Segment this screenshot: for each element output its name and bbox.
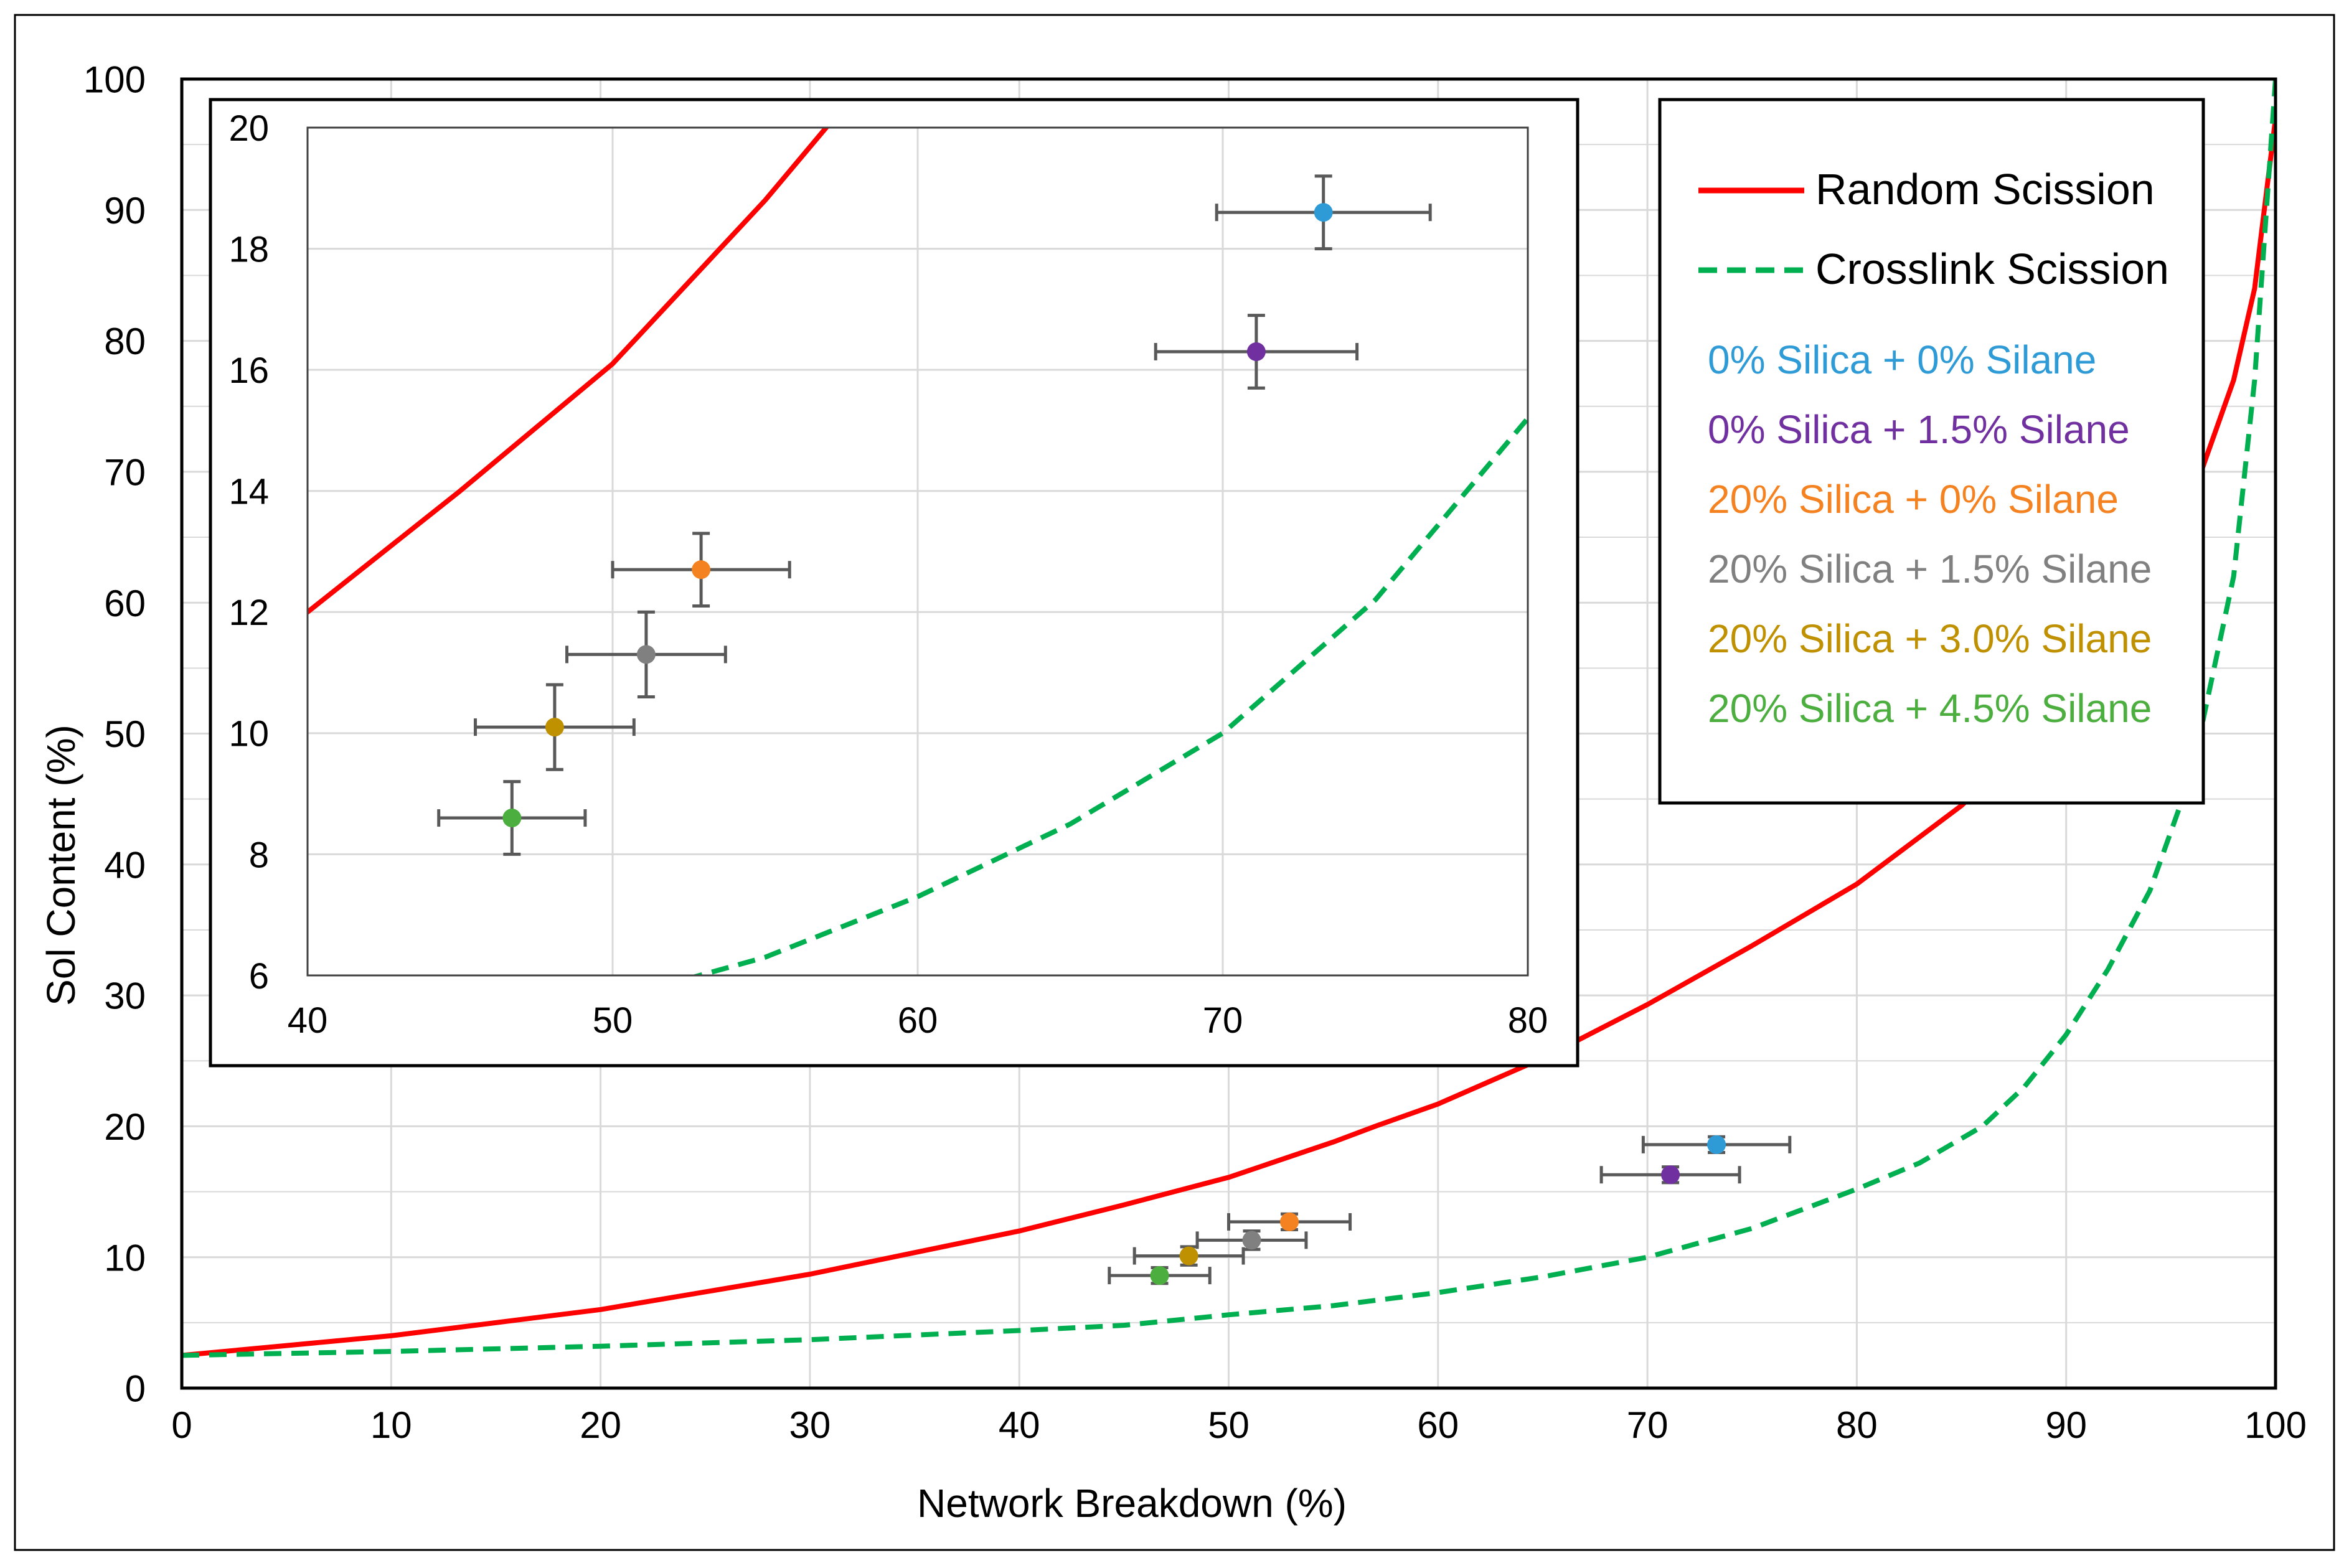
inset-marker (692, 560, 711, 580)
main-y-tick-label: 0 (125, 1368, 146, 1410)
main-x-tick-label: 30 (789, 1404, 831, 1446)
inset-x-tick-label: 40 (288, 1000, 328, 1041)
legend-random-scission-label: Random Scission (1815, 165, 2155, 214)
main-marker (1280, 1212, 1299, 1231)
main-sample-point-3 (1195, 1229, 1308, 1251)
main-x-tick-label: 10 (370, 1404, 412, 1446)
legend-sample-label-3: 20% Silica + 1.5% Silane (1708, 547, 2152, 591)
main-y-tick-label: 10 (104, 1237, 146, 1279)
main-crosslink-scission-line (182, 79, 2276, 1358)
inset-x-tick-labels: 40 50 60 70 80 (288, 1000, 1548, 1041)
main-y-tick-label: 70 (104, 452, 146, 494)
legend-sample-label-1: 0% Silica + 1.5% Silane (1708, 407, 2130, 452)
main-sample-point-1 (1599, 1165, 1741, 1185)
main-x-tick-label: 90 (2045, 1404, 2087, 1446)
main-x-tick-label: 70 (1627, 1404, 1669, 1446)
inset-y-tick-label: 20 (228, 108, 269, 149)
figure-frame (14, 14, 2335, 1551)
main-plot-area (180, 77, 2277, 1390)
legend-sample-label-5: 20% Silica + 4.5% Silane (1708, 686, 2152, 731)
main-y-tick-label: 100 (83, 59, 146, 101)
main-sample-point-0 (1641, 1135, 1792, 1154)
legend-crosslink-scission-label: Crosslink Scission (1815, 245, 2169, 293)
legend-sample-label-4: 20% Silica + 3.0% Silane (1708, 616, 2152, 661)
inset-marker (1246, 342, 1266, 361)
main-marker (1179, 1246, 1198, 1265)
main-data-points (1108, 1135, 1792, 1285)
inset-y-tick-label: 6 (249, 956, 269, 997)
inset-data-points (437, 174, 1432, 856)
inset-y-tick-label: 10 (228, 714, 269, 754)
inset-marker (502, 809, 522, 828)
inset-x-tick-label: 70 (1203, 1000, 1243, 1041)
main-x-tick-label: 0 (171, 1404, 192, 1446)
legend-sample-label-2: 20% Silica + 0% Silane (1708, 477, 2119, 522)
inset-marker (545, 718, 564, 737)
main-y-tick-labels: 0 10 20 30 40 50 60 70 80 90 100 (83, 59, 146, 1410)
legend-box (1658, 98, 2205, 805)
main-y-tick-label: 20 (104, 1106, 146, 1148)
main-marker (1707, 1135, 1726, 1154)
legend-sample-entries: 0% Silica + 0% Silane 0% Silica + 1.5% Si… (1708, 337, 2152, 731)
main-x-tick-label: 80 (1836, 1404, 1878, 1446)
main-sample-point-2 (1227, 1212, 1352, 1232)
main-y-tick-label: 40 (104, 844, 146, 886)
inset-y-tick-label: 16 (228, 350, 269, 391)
inset-x-tick-label: 60 (898, 1000, 938, 1041)
inset-sample-point-4 (474, 683, 636, 771)
inset-y-tick-label: 12 (228, 593, 269, 633)
inset-y-tick-labels: 6 8 10 12 14 16 18 20 (228, 108, 269, 997)
inset-crosslink-scission-line (690, 414, 1528, 975)
main-x-tick-label: 50 (1208, 1404, 1250, 1446)
main-y-tick-label: 90 (104, 190, 146, 232)
main-y-axis-label: Sol Content (%) (39, 725, 83, 1006)
inset-sample-point-1 (1154, 314, 1359, 390)
inset-sample-point-3 (565, 610, 727, 698)
main-x-tick-labels: 0 10 20 30 40 50 60 70 80 90 100 (171, 1404, 2307, 1446)
main-y-tick-label: 50 (104, 713, 146, 755)
inset-plot-area (306, 126, 1529, 977)
main-sample-point-5 (1108, 1266, 1212, 1285)
inset-x-tick-label: 50 (593, 1000, 633, 1041)
main-y-tick-label: 80 (104, 321, 146, 362)
inset-sample-point-2 (611, 532, 791, 608)
main-x-tick-label: 40 (999, 1404, 1040, 1446)
main-x-tick-label: 100 (2244, 1404, 2307, 1446)
inset-sample-point-5 (437, 780, 587, 856)
inset-marker (636, 645, 656, 664)
main-x-tick-label: 20 (580, 1404, 621, 1446)
main-x-axis-label: Network Breakdown (%) (917, 1481, 1347, 1526)
inset-x-tick-label: 80 (1508, 1000, 1548, 1041)
legend-sample-label-0: 0% Silica + 0% Silane (1708, 337, 2096, 382)
inset-sample-point-0 (1215, 174, 1432, 251)
main-y-tick-label: 60 (104, 583, 146, 624)
main-y-tick-label: 30 (104, 975, 146, 1017)
main-marker (1661, 1165, 1680, 1185)
main-sample-point-4 (1132, 1245, 1245, 1267)
inset-y-tick-label: 8 (249, 835, 269, 875)
legend: Random Scission Crosslink Scission 0% Si… (1658, 98, 2205, 805)
inset-y-tick-label: 14 (228, 472, 269, 512)
main-marker (1150, 1266, 1169, 1285)
inset-y-tick-label: 18 (228, 229, 269, 270)
main-marker (1242, 1231, 1261, 1250)
inset-model-lines (308, 128, 1528, 975)
main-x-tick-label: 60 (1417, 1404, 1459, 1446)
inset-marker (1314, 203, 1333, 222)
inset-frame (209, 98, 1579, 1068)
